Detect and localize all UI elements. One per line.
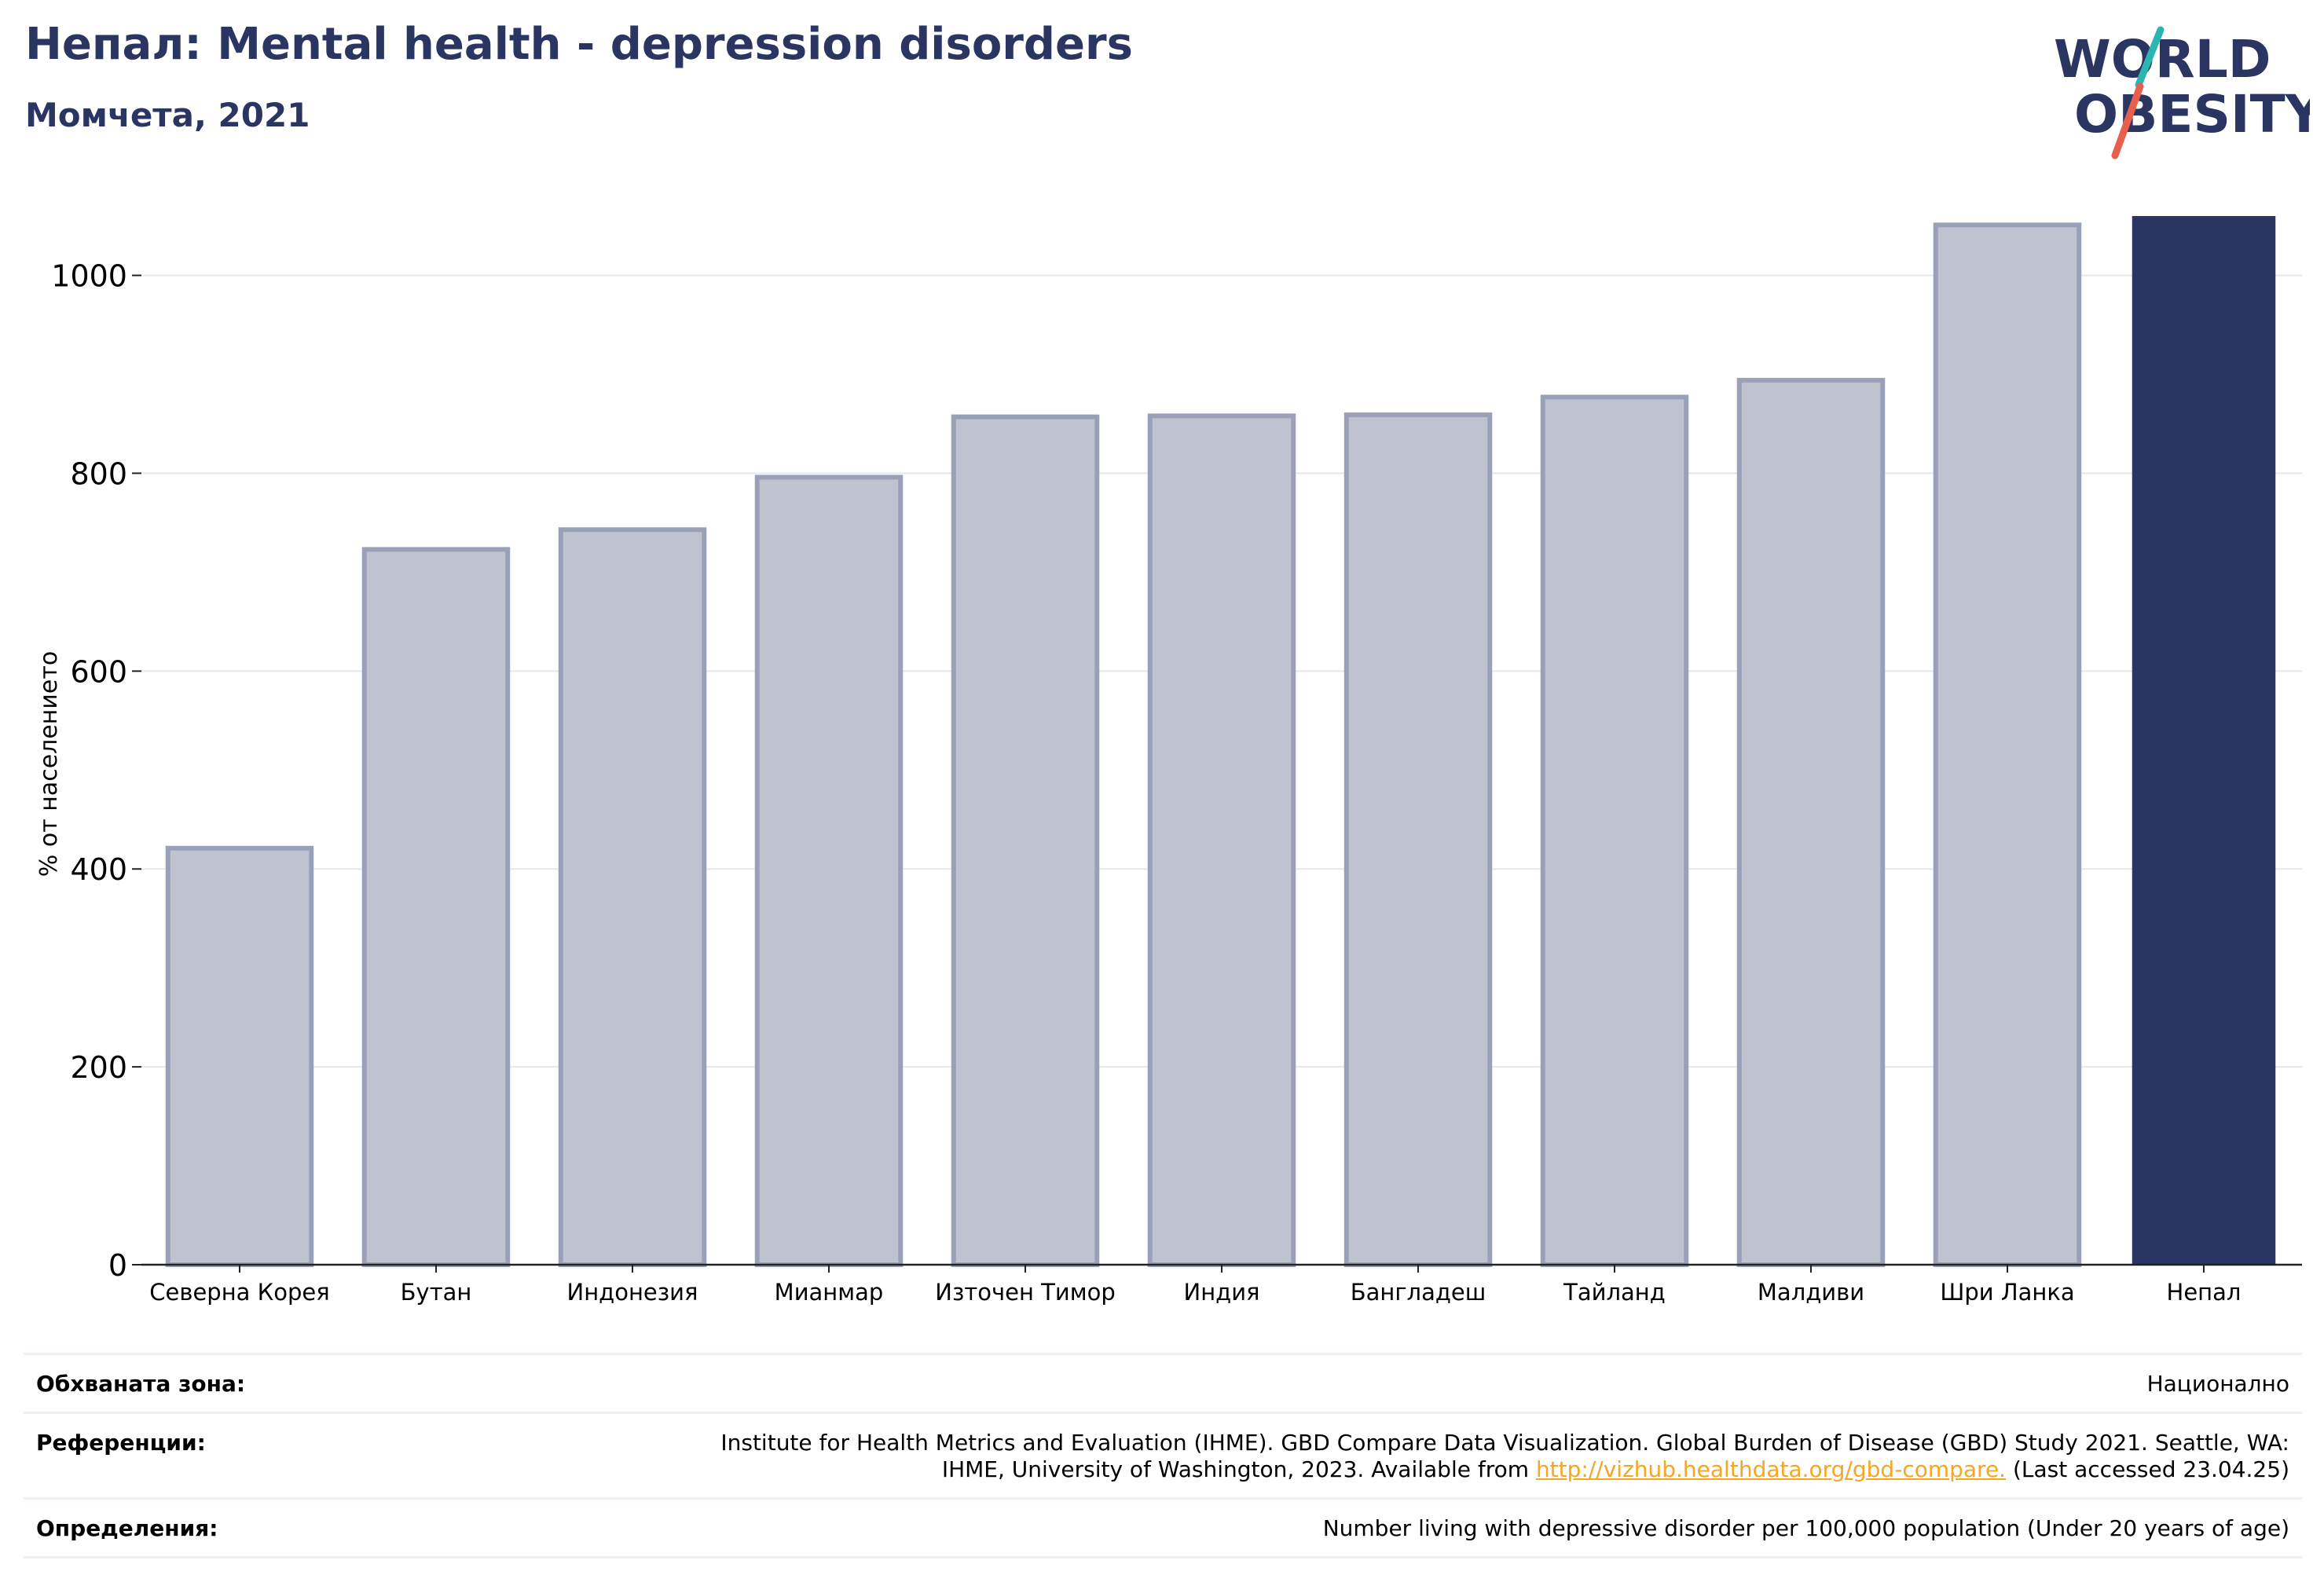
x-tick-label: Шри Ланка — [1940, 1279, 2074, 1306]
x-tick-label: Малдиви — [1758, 1279, 1864, 1306]
bar — [754, 474, 904, 1267]
y-tick-label: 600 — [70, 654, 127, 689]
references-accessed: (Last accessed 23.04.25) — [2006, 1456, 2289, 1482]
references-value: Institute for Health Metrics and Evaluat… — [655, 1430, 2289, 1483]
references-text: Institute for Health Metrics and Evaluat… — [720, 1430, 2289, 1482]
x-tick-label: Непал — [2167, 1279, 2242, 1306]
references-link[interactable]: http://vizhub.healthdata.org/gbd-compare… — [1535, 1456, 2007, 1482]
bar — [951, 414, 1100, 1268]
logo-text-obesity: OBESITY — [2074, 84, 2310, 145]
y-tick-label: 800 — [70, 456, 127, 491]
x-tick-label: Северна Корея — [149, 1279, 329, 1306]
x-tick-label: Бангладеш — [1351, 1279, 1486, 1306]
x-tick-label: Тайланд — [1563, 1279, 1666, 1306]
x-tick-label: Източен Тимор — [935, 1279, 1116, 1306]
x-tick-label: Мианмар — [775, 1279, 884, 1306]
bar — [558, 527, 707, 1267]
bar — [1540, 394, 1689, 1267]
logo-text-world: WORLD — [2054, 29, 2271, 90]
y-tick-label: 1000 — [51, 259, 127, 294]
y-tick-label: 400 — [70, 852, 127, 887]
info-row-definitions: Определения: Number living with depressi… — [24, 1497, 2302, 1559]
bar — [165, 845, 314, 1267]
chart-title: Непал: Mental health - depression disord… — [25, 19, 1133, 70]
bar — [1933, 222, 2082, 1267]
bar — [1736, 378, 1886, 1267]
x-tick-label: Бутан — [401, 1279, 472, 1306]
definitions-label: Определения: — [36, 1515, 218, 1541]
chart-subtitle: Момчета, 2021 — [25, 96, 310, 134]
x-tick-label: Индонезия — [567, 1279, 698, 1306]
bar-chart: 0 200 400 600 800 1000 Северна Корея Бутан Индо… — [35, 216, 2302, 1306]
references-label: Референции: — [36, 1430, 206, 1456]
logo-slash-top — [2135, 26, 2165, 89]
y-tick-label: 0 — [108, 1248, 127, 1283]
bar-highlight — [2132, 216, 2276, 1265]
y-tick-label: 200 — [70, 1050, 127, 1085]
bars — [165, 216, 2276, 1268]
logo-slash-bottom — [2111, 82, 2144, 159]
y-axis-label: % от населението — [35, 651, 63, 877]
info-row-references: Референции: Institute for Health Metrics… — [24, 1412, 2302, 1497]
y-axis-ticks: 0 200 400 600 800 1000 — [51, 259, 141, 1283]
bar — [1343, 412, 1493, 1267]
x-tick-label: Индия — [1184, 1279, 1260, 1306]
info-table: Обхваната зона: Национално Референции: I… — [24, 1353, 2302, 1559]
info-row-coverage: Обхваната зона: Национално — [24, 1353, 2302, 1412]
definitions-value: Number living with depressive disorder p… — [1322, 1515, 2289, 1541]
world-obesity-logo: WORLD OBESITY — [2054, 26, 2310, 159]
coverage-label: Обхваната зона: — [36, 1371, 246, 1397]
bar — [1147, 413, 1296, 1267]
coverage-value: Национално — [2146, 1371, 2289, 1397]
bar — [361, 547, 511, 1267]
x-axis-ticks: Северна Корея Бутан Индонезия Мианмар Източе… — [149, 1265, 2241, 1306]
